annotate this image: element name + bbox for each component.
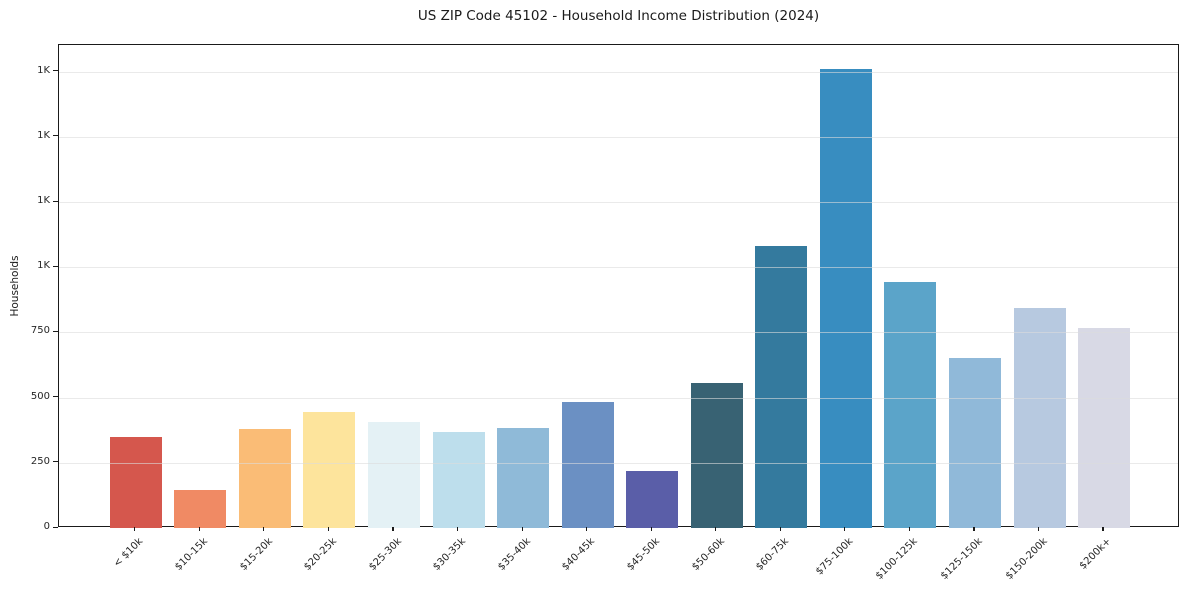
gridline: [59, 462, 1178, 464]
y-tick-mark: [53, 526, 58, 528]
bar: [432, 431, 485, 528]
x-tick-mark: [1102, 527, 1104, 531]
x-tick-mark: [650, 527, 652, 531]
x-tick-label: $30-35k: [431, 536, 469, 573]
bar: [303, 411, 356, 528]
y-tick-mark: [53, 200, 58, 202]
y-tick-label: 1K: [37, 129, 50, 141]
x-tick-mark: [263, 527, 265, 531]
x-tick-label: $20-25k: [302, 536, 340, 573]
x-tick-label: $60-75k: [754, 536, 792, 573]
bar: [368, 422, 420, 528]
y-tick-mark: [53, 461, 58, 463]
bar: [109, 436, 162, 528]
bar: [884, 281, 937, 528]
gridline: [59, 332, 1178, 334]
gridline: [59, 267, 1178, 269]
x-tick-mark: [586, 527, 588, 531]
x-tick-label: < $10k: [112, 536, 146, 570]
plot-area: [58, 44, 1179, 528]
y-tick-label: 750: [30, 325, 50, 337]
x-tick-mark: [134, 527, 136, 531]
y-tick-mark: [53, 135, 58, 137]
y-tick-mark: [53, 330, 58, 333]
x-tick-label: $25-30k: [366, 536, 404, 573]
bars-layer: [59, 45, 1178, 528]
x-tick-label: $200k+: [1078, 536, 1114, 572]
x-tick-label: $75-100k: [814, 536, 856, 578]
x-tick-label: $15-20k: [237, 536, 275, 573]
x-tick-label: $45-50k: [625, 536, 662, 573]
x-tick-label: $40-45k: [560, 536, 598, 573]
y-tick-mark: [53, 265, 58, 267]
x-tick-mark: [973, 527, 975, 531]
y-tick-label: 1K: [37, 260, 50, 272]
x-tick-mark: [456, 527, 459, 531]
y-tick-mark: [53, 396, 58, 398]
bar: [819, 68, 872, 528]
x-tick-mark: [1037, 527, 1040, 531]
y-tick-label: 500: [30, 390, 50, 402]
bar: [497, 427, 550, 528]
x-tick-label: $35-40k: [495, 536, 533, 573]
x-tick-mark: [198, 527, 200, 531]
chart-title: US ZIP Code 45102 - Household Income Dis…: [417, 8, 820, 24]
x-tick-label: $50-60k: [689, 536, 727, 573]
x-tick-mark: [521, 527, 523, 531]
gridline: [59, 202, 1178, 203]
y-tick-label: 0: [43, 521, 50, 532]
bar: [174, 490, 227, 528]
y-tick-label: 1K: [37, 195, 50, 206]
x-tick-mark: [715, 527, 717, 531]
bar: [690, 383, 743, 528]
gridline: [59, 71, 1178, 73]
x-tick-mark: [392, 527, 394, 531]
x-tick-label: $150-200k: [1003, 536, 1050, 582]
bar: [1078, 328, 1131, 528]
y-tick-label: 1K: [37, 64, 50, 76]
bar: [948, 358, 1001, 528]
x-tick-label: $10-15k: [173, 536, 211, 573]
y-tick-label: 250: [30, 455, 50, 467]
bar: [238, 428, 291, 528]
x-tick-label: $125-150k: [938, 536, 985, 582]
x-tick-label: $100-125k: [874, 536, 921, 582]
x-tick-mark: [327, 527, 330, 531]
x-tick-mark: [908, 527, 910, 531]
gridline: [59, 397, 1178, 399]
bar: [755, 246, 808, 528]
bar: [1013, 307, 1066, 528]
gridlines-layer: [59, 45, 1178, 526]
x-tick-mark: [779, 527, 781, 531]
bar: [626, 470, 679, 528]
y-tick-mark: [53, 70, 58, 72]
bar: [561, 401, 614, 528]
x-tick-mark: [844, 527, 846, 531]
gridline: [59, 136, 1178, 138]
